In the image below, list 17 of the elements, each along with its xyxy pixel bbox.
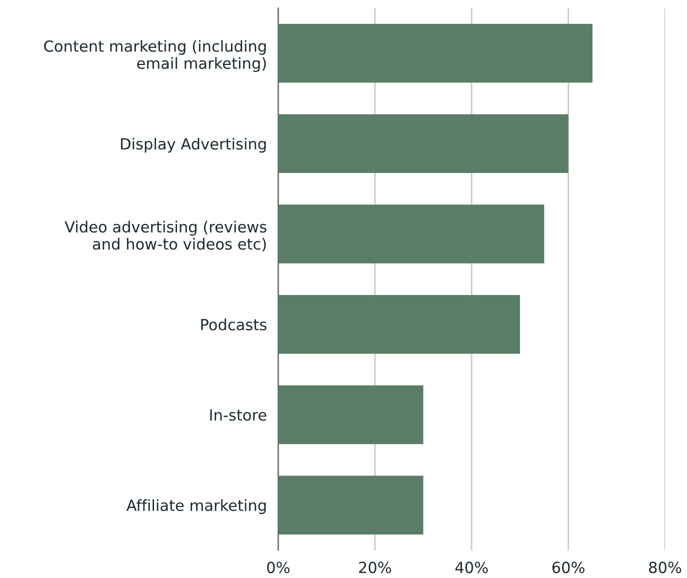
y-tick-label: Podcasts — [201, 318, 266, 330]
bar — [278, 204, 544, 264]
y-tick-label: Display Advertising — [121, 138, 266, 153]
y-tick-label: In-store — [210, 409, 266, 421]
x-tick-label: 0% — [267, 562, 290, 574]
x-tick-label: 60% — [552, 562, 584, 574]
y-tick-label: Affiliate marketing — [126, 499, 266, 514]
bar — [278, 114, 568, 173]
bar — [278, 24, 592, 83]
bar — [278, 294, 520, 354]
bar — [278, 385, 424, 444]
x-tick-label: 40% — [455, 562, 488, 574]
bar — [278, 476, 424, 534]
x-tick-label: 80% — [649, 562, 682, 574]
x-tick-label: 20% — [359, 562, 392, 574]
y-tick-label: Content marketing (including email marketing) — [44, 40, 266, 72]
y-tick-label: Video advertising (reviews and how-to videos etc) — [64, 220, 266, 252]
